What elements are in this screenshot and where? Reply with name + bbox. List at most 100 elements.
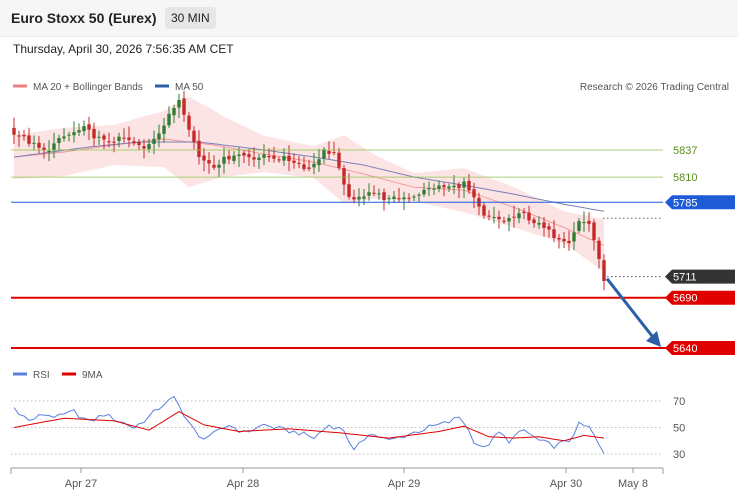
candle-body	[277, 159, 281, 161]
candle-body	[12, 127, 16, 135]
candle	[412, 194, 416, 201]
candle-body	[157, 133, 161, 140]
candle	[297, 156, 301, 169]
rsi-tick-label-50: 50	[673, 423, 685, 435]
candlesticks	[12, 91, 606, 291]
candle	[262, 144, 266, 166]
rsi-legend-swatch	[13, 372, 27, 376]
candle-body	[162, 125, 166, 134]
candle	[217, 159, 221, 178]
candle-body	[52, 143, 56, 151]
candle	[277, 156, 281, 163]
candle	[597, 237, 601, 269]
candle	[197, 130, 201, 165]
candle	[162, 117, 166, 143]
candle-body	[187, 115, 191, 130]
candle-body	[452, 185, 456, 188]
candle-body	[507, 218, 511, 222]
candle-body	[197, 140, 201, 157]
candle	[282, 148, 286, 166]
candle	[447, 183, 451, 192]
ma20-legend-label: MA 20 + Bollinger Bands	[33, 82, 143, 93]
candle	[222, 147, 226, 174]
candle-body	[212, 164, 216, 168]
level-label-5640: 5640	[673, 343, 697, 355]
candle	[247, 148, 251, 166]
candle-body	[237, 154, 241, 156]
candle-body	[347, 184, 351, 197]
candle-body	[297, 162, 301, 164]
research-credit: Research © 2026 Trading Central	[580, 82, 729, 93]
candle	[57, 134, 61, 151]
candle-body	[87, 124, 91, 130]
candle	[242, 150, 246, 163]
candle	[77, 123, 81, 136]
candle	[527, 205, 531, 225]
candle	[72, 121, 76, 143]
rsi-ma-line	[13, 411, 605, 442]
candle-body	[467, 180, 471, 191]
candle	[582, 211, 586, 232]
candle-body	[252, 157, 256, 160]
candle	[552, 220, 556, 243]
candle-body	[542, 222, 546, 228]
candle-body	[412, 196, 416, 198]
candle-body	[567, 240, 571, 244]
candle	[12, 117, 16, 145]
candle-body	[137, 141, 141, 145]
candle-body	[457, 184, 461, 189]
candle	[482, 202, 486, 219]
candle	[567, 230, 571, 251]
candle	[107, 132, 111, 148]
candle	[407, 193, 411, 203]
candle	[427, 181, 431, 197]
candle-body	[257, 157, 261, 160]
candle	[342, 164, 346, 196]
timeframe-badge[interactable]: 30 MIN	[165, 7, 216, 29]
candle-body	[27, 135, 31, 144]
candle	[67, 131, 71, 142]
candle-body	[492, 217, 496, 218]
candle-body	[547, 226, 551, 230]
candle	[127, 126, 131, 148]
candle	[402, 191, 406, 211]
candle	[207, 152, 211, 174]
candle-body	[447, 186, 451, 189]
candle-body	[527, 212, 531, 221]
candle-body	[282, 156, 286, 161]
level-tag-5690	[665, 290, 735, 305]
candle-body	[242, 152, 246, 156]
candle-body	[247, 154, 251, 158]
candle	[537, 216, 541, 229]
candle	[437, 180, 441, 193]
timestamp: Thursday, April 30, 2026 7:56:35 AM CET	[13, 42, 234, 56]
candle	[157, 124, 161, 148]
candle	[462, 177, 466, 198]
level-tag-5785	[665, 195, 735, 210]
candle-body	[482, 205, 486, 216]
candle	[572, 222, 576, 251]
level-tag-5640	[665, 341, 735, 355]
candle-body	[82, 126, 86, 132]
candle	[237, 147, 241, 167]
candle-body	[132, 141, 136, 144]
candle	[497, 210, 501, 229]
rsi-ma-legend-label: 9MA	[82, 370, 103, 381]
candle	[17, 130, 21, 147]
candle-body	[287, 155, 291, 161]
candle	[22, 129, 26, 141]
candle	[392, 191, 396, 204]
candle-body	[147, 144, 151, 149]
candle-body	[232, 155, 236, 161]
candle	[102, 133, 106, 150]
candle-body	[472, 189, 476, 198]
candle	[312, 153, 316, 175]
candle-body	[57, 138, 61, 143]
candle-body	[142, 146, 146, 149]
candle	[577, 217, 581, 234]
candle	[122, 128, 126, 143]
candle-body	[422, 189, 426, 195]
candle-body	[222, 156, 226, 164]
instrument-title: Euro Stoxx 50 (Eurex)	[11, 10, 157, 26]
